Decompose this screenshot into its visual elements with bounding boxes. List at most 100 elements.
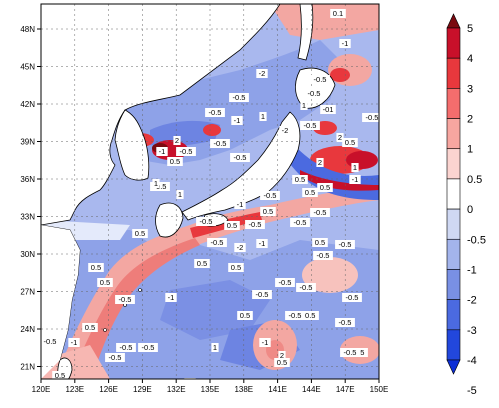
contour-label-bg xyxy=(205,108,225,117)
contour-label-bg xyxy=(156,147,168,156)
contour-label-bg xyxy=(292,175,308,184)
contour-label: -0.5 xyxy=(44,337,57,346)
asian-continent xyxy=(41,4,281,226)
contour-label-bg xyxy=(230,153,250,162)
contour-label-bg xyxy=(336,133,344,142)
lon-label: 123E xyxy=(65,385,84,394)
contour-label-bg xyxy=(252,290,272,299)
contour-label-bg xyxy=(330,9,346,18)
colorbar-segment xyxy=(446,269,461,300)
contour-label-bg xyxy=(310,208,330,217)
lat-label: 33N xyxy=(20,213,35,222)
contour-label-bg xyxy=(150,182,170,191)
contour-label: -0.5 xyxy=(314,208,327,217)
colorbar-segment xyxy=(446,208,461,240)
contour-label-bg xyxy=(105,353,125,362)
contour-label: -1 xyxy=(159,147,166,156)
contour-label: -0.5 xyxy=(256,290,269,299)
contour-labels: 0.1-1-2-0.51-0.52-0.50.5-1-0.5-2-0.50.52… xyxy=(41,9,379,380)
colorbar-label: -4 xyxy=(467,355,477,367)
kuroshio-core xyxy=(70,238,200,379)
contour-label: -1 xyxy=(234,116,241,125)
colorbar-label: 1 xyxy=(467,144,473,156)
colorbar-label: 5 xyxy=(467,23,473,35)
contour-label: -0.5 xyxy=(120,343,133,352)
colorbar-label: -1 xyxy=(467,264,477,276)
contour-label: 1 xyxy=(154,179,158,188)
contour-label: -0.5 xyxy=(279,278,292,287)
contour-label-bg xyxy=(116,343,136,352)
contour-label-bg xyxy=(138,343,158,352)
colorbar-label: 2 xyxy=(467,114,473,126)
contour-label-bg xyxy=(207,238,227,247)
contour-label: 0.5 xyxy=(345,138,355,147)
contour-label-bg xyxy=(310,75,330,84)
contour-label-bg xyxy=(234,243,246,252)
colorbar-bottom-arrow xyxy=(446,359,461,375)
contour-label-bg xyxy=(167,157,183,166)
contour-label-bg xyxy=(210,139,230,148)
contour-label: -1 xyxy=(71,338,78,347)
contour-label: -0.5 xyxy=(180,147,193,156)
contour-label: 0.5 xyxy=(55,371,65,380)
contour-label-bg xyxy=(256,69,268,78)
colorbar-label: 0.5 xyxy=(467,174,482,186)
colorbar-label: -2 xyxy=(467,295,477,307)
contour-label: -1 xyxy=(168,293,175,302)
contour-label-bg xyxy=(194,259,210,268)
contour-label-bg xyxy=(312,238,328,247)
contour-label-bg xyxy=(320,105,336,114)
contour-label-bg xyxy=(285,311,305,320)
contour-label-bg xyxy=(259,112,267,121)
contour-label: 0.5 xyxy=(263,207,273,216)
contour-label: -0.5 xyxy=(317,251,330,260)
contour-label: 0.5 xyxy=(91,263,101,272)
contour-label-bg xyxy=(300,121,320,130)
contour-label: 0.5 xyxy=(85,323,95,332)
contour-label-bg xyxy=(259,338,271,347)
contour-label: -01 xyxy=(323,105,334,114)
contour-label-bg xyxy=(316,158,324,167)
lon-label: 132E xyxy=(167,385,186,394)
colorbar-segment xyxy=(446,238,461,270)
colorbar-label: -3 xyxy=(467,325,477,337)
contour-label: -0.5 xyxy=(366,113,379,122)
colorbar-label: 3 xyxy=(467,83,473,95)
contour-label: 2 xyxy=(318,158,322,167)
contour-label-bg xyxy=(300,101,308,110)
contour-label: -1 xyxy=(237,200,244,209)
korean-peninsula xyxy=(114,109,150,181)
lon-label: 126E xyxy=(99,385,118,394)
colorbar-label: 0 xyxy=(467,204,473,216)
contour-label-bg xyxy=(68,338,80,347)
contour-label: 0.5 xyxy=(135,229,145,238)
lon-label: 138E xyxy=(234,385,253,394)
japan-sea-cold xyxy=(150,120,220,147)
contour-label: -0.5 xyxy=(304,121,317,130)
contour-label: -0.5 xyxy=(109,353,122,362)
contour-label: 0.5 xyxy=(295,175,305,184)
contour-label: -0.5 xyxy=(234,153,247,162)
contour-label-bg xyxy=(229,93,249,102)
contour-label: 1 xyxy=(261,112,265,121)
contour-label: -0.5 xyxy=(344,348,357,357)
contour-label-bg xyxy=(317,183,333,192)
kyushu xyxy=(155,202,184,238)
contour-label-bg xyxy=(224,221,240,230)
contour-label-bg xyxy=(362,113,379,122)
colorbar-segment xyxy=(446,178,461,210)
colorbar-segment xyxy=(446,148,461,180)
contour-label-bg xyxy=(340,348,360,357)
contour-label-bg xyxy=(342,293,362,302)
contour-label-bg xyxy=(339,39,351,48)
contour-label: 0.5 xyxy=(277,358,287,367)
contour-label: 0.5 xyxy=(170,157,180,166)
lon-label: 141E xyxy=(268,385,287,394)
lat-label: 27N xyxy=(20,288,35,297)
contour-label: -0.5 xyxy=(119,295,132,304)
warm-patch-2 xyxy=(203,124,221,136)
lat-label: 39N xyxy=(20,138,35,147)
contour-label-bg xyxy=(41,337,60,346)
